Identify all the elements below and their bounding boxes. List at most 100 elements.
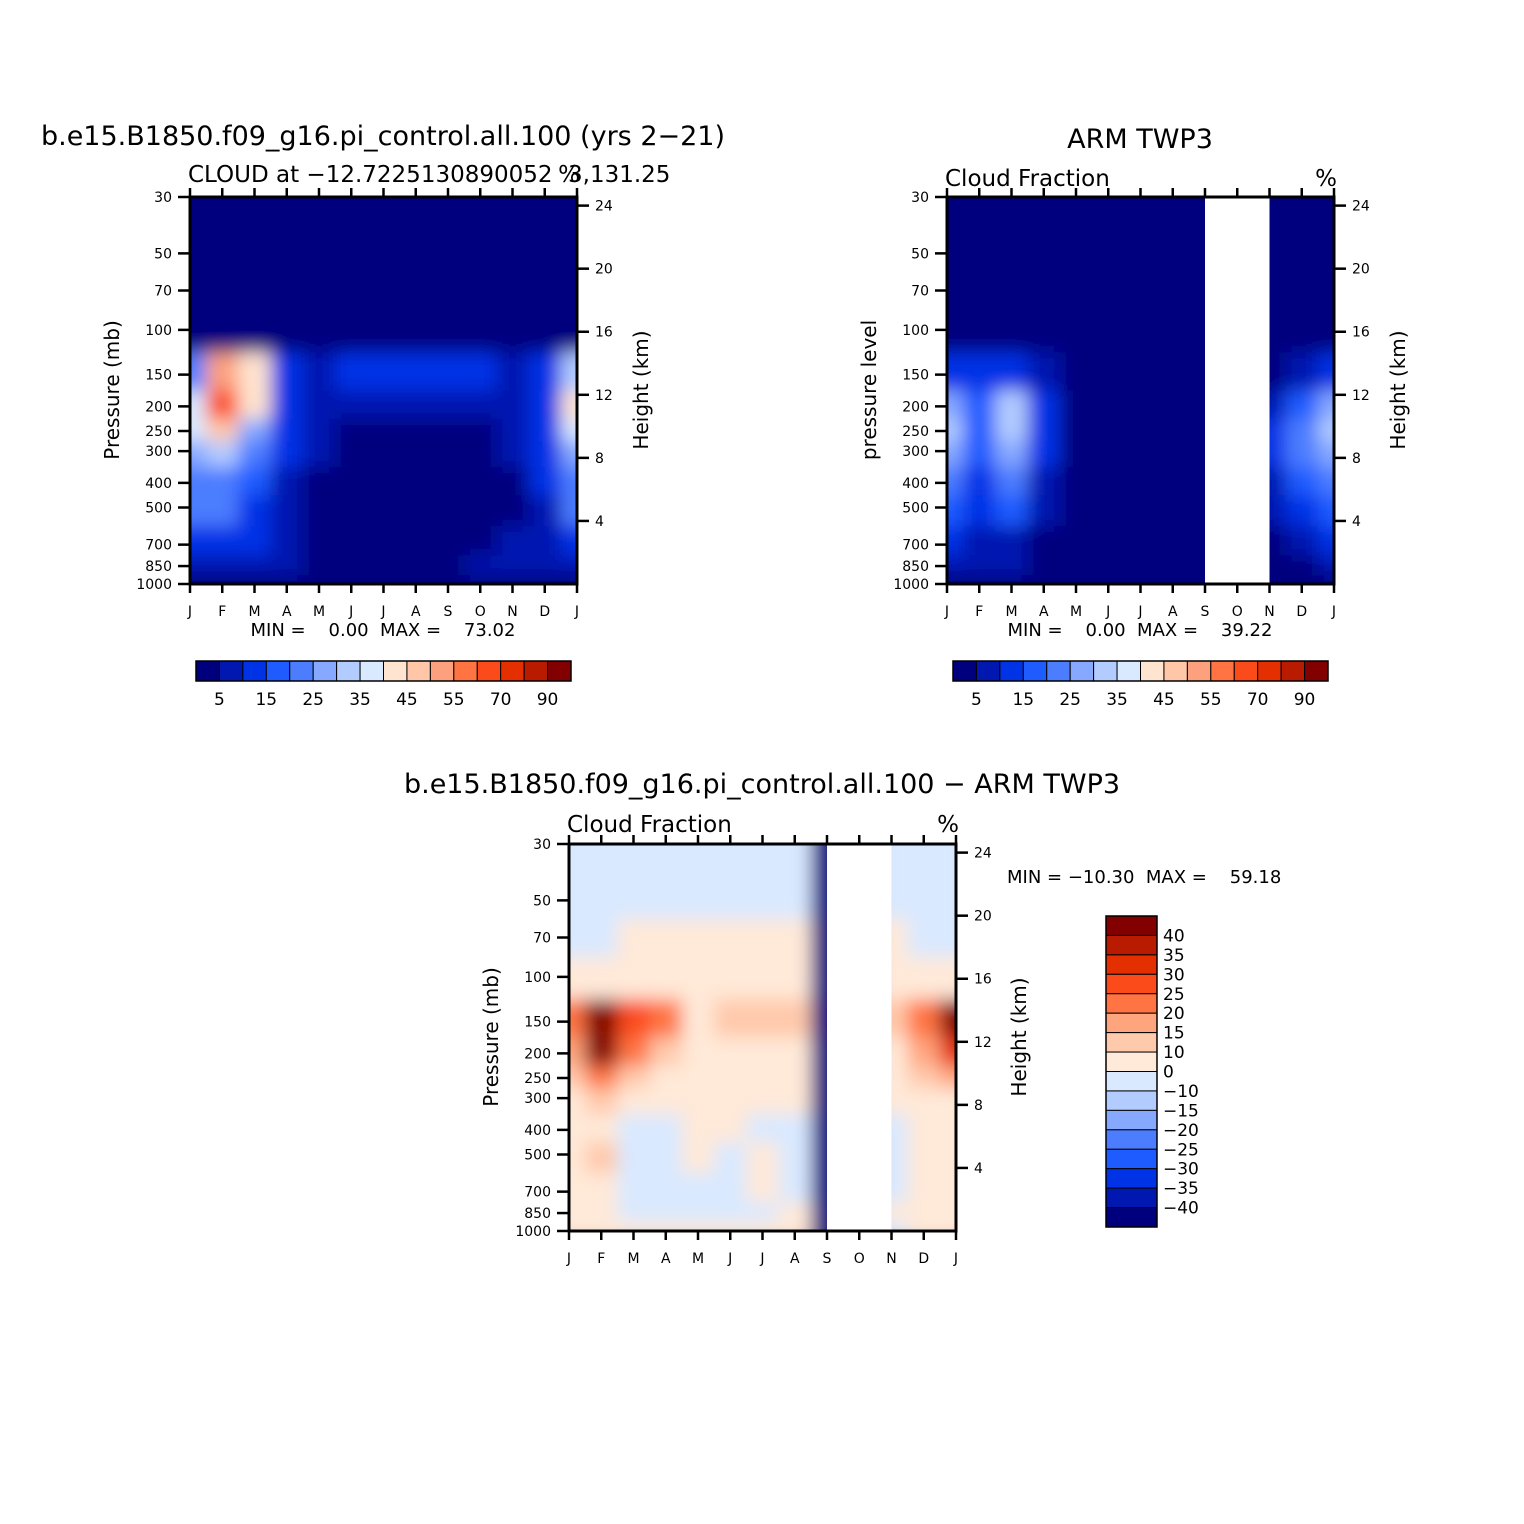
y-tick-label: 150 xyxy=(524,1015,551,1031)
heatmap-cell xyxy=(995,352,1029,391)
panel-obs-title: ARM TWP3 xyxy=(1067,124,1213,155)
heatmap-cell xyxy=(270,225,304,273)
colorbar-box xyxy=(1105,1129,1158,1150)
colorbar-box xyxy=(1105,993,1158,1014)
heatmap-cell xyxy=(995,495,1029,527)
heatmap-cell xyxy=(1285,197,1319,226)
heatmap-cell xyxy=(778,1065,812,1089)
heatmap-cell xyxy=(1285,495,1319,527)
heatmap-cell xyxy=(399,225,433,273)
heatmap-cell xyxy=(1285,352,1319,391)
colorbar-label: 45 xyxy=(1153,690,1175,710)
heatmap-cell xyxy=(190,575,207,584)
heatmap-cell xyxy=(617,1037,651,1067)
heatmap-cell xyxy=(1285,466,1319,496)
colorbar-obs: 5 15 25 35 45 55 70 90 xyxy=(952,660,1329,710)
heatmap-cell xyxy=(1059,495,1093,527)
heatmap-cell xyxy=(1092,575,1125,584)
heatmap-cell xyxy=(206,575,239,584)
heatmap-cell xyxy=(649,918,683,958)
heatmap-cell xyxy=(939,1202,956,1223)
heatmap-cell xyxy=(617,918,651,958)
colorbar-label: 15 xyxy=(1012,690,1034,710)
heatmap-cell xyxy=(206,441,239,468)
heatmap-cell xyxy=(431,352,465,391)
heatmap-cell xyxy=(1059,526,1093,556)
heatmap-cell xyxy=(907,1202,941,1223)
heatmap-cell xyxy=(746,918,780,958)
heatmap-cell xyxy=(528,310,562,353)
heatmap-cell xyxy=(746,1088,780,1115)
heatmap-cell xyxy=(1059,466,1093,496)
heatmap-cell xyxy=(335,197,368,226)
heatmap-cell xyxy=(585,1113,618,1143)
heatmap-cell xyxy=(585,844,618,873)
heatmap-cell xyxy=(464,466,497,496)
heatmap-cell xyxy=(431,310,465,353)
heatmap-cell xyxy=(617,1113,651,1143)
plot-area-obs: J F M A M J J A S O N D J 30 50 70 100 150 200 250 300 400 500… xyxy=(893,188,1370,620)
heatmap-cell xyxy=(496,271,530,311)
heatmap-cell xyxy=(560,310,577,353)
colorbar-label: −40 xyxy=(1163,1199,1199,1219)
heatmap-cell xyxy=(746,1222,780,1231)
heatmap-cell xyxy=(206,225,239,273)
heatmap-cell xyxy=(1027,495,1061,527)
heatmap-cell xyxy=(528,271,562,311)
heatmap-cell xyxy=(907,872,941,920)
heatmap-cell xyxy=(367,310,401,353)
heatmap-cell xyxy=(238,526,272,556)
colorbar-label: 70 xyxy=(490,690,512,710)
heatmap-cell xyxy=(206,555,239,576)
colorbar-box xyxy=(1069,660,1095,682)
heatmap-cell xyxy=(1156,575,1190,584)
y-tick-right-label: 16 xyxy=(595,325,613,341)
heatmap-cell xyxy=(238,495,272,527)
heatmap-cell xyxy=(714,999,747,1038)
colorbar-label: 90 xyxy=(537,690,559,710)
heatmap-cell xyxy=(560,555,577,576)
heatmap-cell xyxy=(947,526,964,556)
heatmap-cell xyxy=(995,225,1029,273)
colorbar-box xyxy=(336,660,361,682)
colorbar-box xyxy=(1105,934,1158,956)
x-tick-label: M xyxy=(313,604,325,620)
y-tick-right-label: 24 xyxy=(974,846,992,862)
x-tick-label: J xyxy=(944,604,949,620)
colorbar-frame xyxy=(1105,915,1158,1228)
heatmap-cell xyxy=(947,466,964,496)
heatmap-cell xyxy=(649,1173,683,1203)
colorbar-box xyxy=(1105,1012,1158,1034)
heatmap-cell xyxy=(649,844,683,873)
heatmap-cell xyxy=(560,526,577,556)
heatmap-cell xyxy=(617,1222,651,1231)
heatmap-cell xyxy=(464,271,497,311)
colorbar-label: 55 xyxy=(1200,690,1222,710)
heatmap-cell xyxy=(190,555,207,576)
panel-diff: b.e15.B1850.f09_g16.pi_control.all.100 −… xyxy=(404,769,1281,1267)
heatmap-cell xyxy=(302,310,336,353)
heatmap-cell xyxy=(1317,441,1334,468)
panel-diff-subtitle: Cloud Fraction xyxy=(567,812,732,838)
colorbar-frame xyxy=(952,660,1329,682)
heatmap-cell xyxy=(496,441,530,468)
heatmap-cell xyxy=(399,441,433,468)
heatmap-cell xyxy=(995,526,1029,556)
heatmap-cell xyxy=(1092,225,1125,273)
heatmap-cell xyxy=(496,225,530,273)
colorbar-label: 70 xyxy=(1247,690,1269,710)
heatmap-cell xyxy=(907,1113,941,1143)
y-tick-label: 1000 xyxy=(515,1224,551,1240)
heatmap-cell xyxy=(496,390,530,420)
heatmap-cell xyxy=(302,441,336,468)
heatmap-cell xyxy=(681,1173,715,1203)
heatmap-cell xyxy=(649,1113,683,1143)
heatmap-cell xyxy=(1317,352,1334,391)
heatmap-cell xyxy=(335,225,368,273)
heatmap-cell xyxy=(963,352,996,391)
heatmap-cell xyxy=(947,495,964,527)
heatmap-cell xyxy=(585,1173,618,1203)
y-tick-label: 250 xyxy=(145,424,172,440)
panel-model-units: % xyxy=(558,162,580,188)
heatmap-cell xyxy=(585,1142,618,1174)
